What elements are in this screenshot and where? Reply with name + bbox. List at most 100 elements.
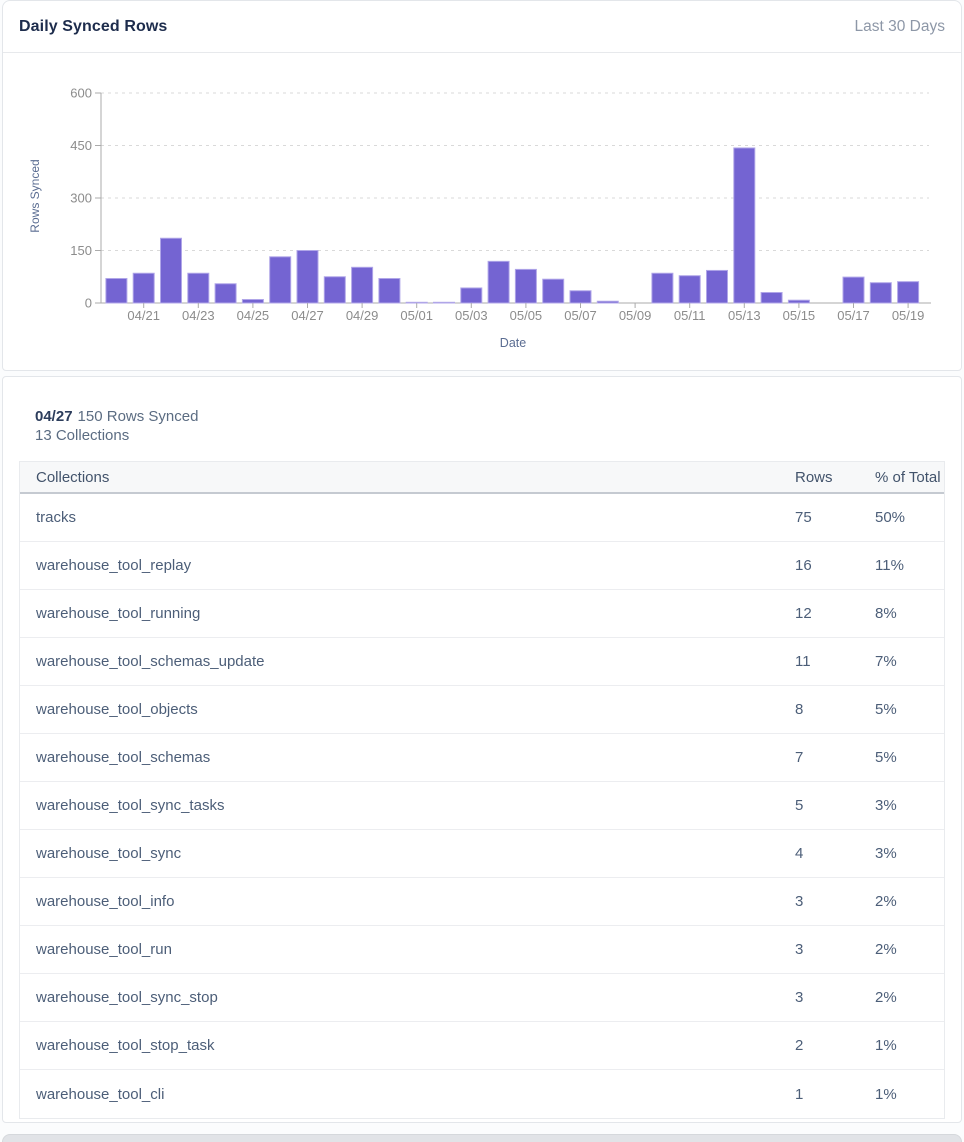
pct-of-total-cell: 2%: [875, 989, 897, 1006]
y-axis-title: Rows Synced: [28, 159, 42, 232]
rows-cell: 3: [795, 989, 804, 1006]
date-range-label: Last 30 Days: [854, 17, 945, 35]
table-row: warehouse_tool_replay 16 11%: [20, 542, 944, 590]
bar-04/26[interactable]: [269, 256, 292, 304]
bar-05/06[interactable]: [542, 278, 565, 304]
bar-05/17[interactable]: [842, 276, 865, 304]
x-tick-label: 04/23: [182, 308, 215, 323]
collection-name-cell: warehouse_tool_info: [36, 893, 175, 910]
bar-05/07[interactable]: [569, 290, 592, 304]
daily-synced-rows-card: Daily Synced Rows Last 30 Days 0 150 300 45…: [2, 0, 962, 371]
bar-05/01[interactable]: [405, 301, 428, 304]
table-row: warehouse_tool_stop_task 2 1%: [20, 1022, 944, 1070]
x-tick-label: 04/25: [237, 308, 270, 323]
rows-cell: 1: [795, 1085, 804, 1103]
bar-05/15[interactable]: [787, 299, 810, 304]
x-tick-label: 04/29: [346, 308, 379, 323]
bar-04/28[interactable]: [323, 276, 346, 304]
table-row: warehouse_tool_objects 8 5%: [20, 686, 944, 734]
bar-04/29[interactable]: [351, 266, 374, 304]
bar-05/03[interactable]: [460, 287, 483, 304]
pct-of-total-cell: 11%: [875, 557, 904, 574]
y-tick-label: 300: [70, 191, 92, 206]
collections-count-text: 13 Collections: [35, 427, 130, 444]
x-tick-label: 05/09: [619, 308, 652, 323]
x-tick-label: 05/19: [892, 308, 925, 323]
collection-name-cell: warehouse_tool_run: [36, 941, 172, 958]
pct-of-total-cell: 50%: [875, 509, 906, 526]
rows-cell: 12: [795, 605, 812, 622]
collections-table: Collections Rows % of Total tracks 75 50% w…: [19, 461, 945, 1119]
bar-04/24[interactable]: [214, 283, 237, 304]
table-row: warehouse_tool_run 3 2%: [20, 926, 944, 974]
page-title: Daily Synced Rows: [19, 17, 168, 35]
bar-05/14[interactable]: [760, 292, 783, 304]
selected-date: 04/27: [35, 408, 73, 425]
collection-name-cell: warehouse_tool_sync_stop: [36, 989, 218, 1006]
x-tick-label: 05/01: [400, 308, 433, 323]
bar-05/04[interactable]: [487, 260, 510, 304]
bar-04/22[interactable]: [160, 237, 182, 304]
bar-04/30[interactable]: [378, 278, 401, 304]
x-axis-title: Date: [500, 336, 526, 350]
table-row: warehouse_tool_running 12 8%: [20, 590, 944, 638]
bar-05/05[interactable]: [514, 268, 537, 304]
collection-name-cell: warehouse_tool_replay: [36, 557, 192, 574]
column-header-collections: Collections: [36, 468, 110, 486]
table-row: warehouse_tool_schemas_update 11 7%: [20, 638, 944, 686]
collection-name-cell: warehouse_tool_schemas_update: [36, 653, 265, 670]
rows-cell: 2: [795, 1037, 804, 1054]
bar-04/20[interactable]: [105, 278, 128, 304]
y-tick-label: 150: [70, 243, 92, 258]
pct-of-total-cell: 2%: [875, 941, 897, 958]
next-card-top-edge: [2, 1134, 962, 1142]
x-tick-label: 05/15: [783, 308, 816, 323]
table-row: warehouse_tool_cli 1 1%: [20, 1070, 944, 1118]
selected-day-detail-card: 04/27 150 Rows Synced 13 Collections Coll…: [2, 376, 962, 1123]
bar-05/13[interactable]: [733, 147, 756, 304]
y-tick-label: 600: [70, 86, 92, 101]
x-tick-label: 04/21: [127, 308, 160, 323]
table-row: warehouse_tool_sync_stop 3 2%: [20, 974, 944, 1022]
bar-05/02[interactable]: [433, 301, 455, 304]
bar-05/11[interactable]: [678, 275, 701, 304]
bar-05/10[interactable]: [651, 272, 674, 304]
bar-04/27[interactable]: [296, 250, 319, 304]
pct-of-total-cell: 3%: [875, 797, 897, 814]
collection-name-cell: tracks: [36, 509, 77, 526]
pct-of-total-cell: 2%: [875, 893, 897, 910]
x-tick-label: 05/11: [674, 308, 706, 323]
rows-cell: 3: [795, 941, 804, 958]
rows-cell: 11: [795, 653, 811, 670]
collection-name-cell: warehouse_tool_stop_task: [36, 1037, 215, 1054]
x-tick-label: 04/27: [291, 308, 324, 323]
collections-table-header: Collections Rows % of Total: [20, 462, 944, 494]
card-header: Daily Synced Rows Last 30 Days: [3, 1, 961, 53]
table-row: warehouse_tool_sync_tasks 5 3%: [20, 782, 944, 830]
table-row: warehouse_tool_info 3 2%: [20, 878, 944, 926]
daily-synced-rows-bar-chart: 0 150 300 450 600 04/21 04/23 04/25 04/27 04/29 05…: [28, 86, 931, 350]
bar-04/25[interactable]: [241, 299, 264, 304]
x-tick-label: 05/17: [837, 308, 870, 323]
bar-05/19[interactable]: [897, 281, 920, 304]
rows-synced-text: 150 Rows Synced: [77, 408, 199, 425]
bar-05/08[interactable]: [596, 300, 619, 304]
collection-name-cell: warehouse_tool_sync_tasks: [36, 797, 225, 814]
collection-name-cell: warehouse_tool_schemas: [36, 749, 211, 766]
rows-cell: 75: [795, 509, 812, 526]
pct-of-total-cell: 5%: [875, 749, 897, 766]
y-tick-label: 0: [85, 296, 92, 311]
bar-05/18[interactable]: [869, 282, 892, 304]
table-row: warehouse_tool_sync 4 3%: [20, 830, 944, 878]
rows-cell: 3: [795, 893, 804, 910]
pct-of-total-cell: 7%: [875, 653, 897, 670]
bar-04/23[interactable]: [187, 272, 210, 304]
x-tick-label: 05/05: [510, 308, 543, 323]
rows-cell: 4: [795, 845, 804, 862]
rows-cell: 16: [795, 557, 812, 574]
rows-cell: 5: [795, 797, 804, 814]
bar-04/21[interactable]: [132, 272, 155, 304]
x-tick-label: 05/03: [455, 308, 488, 323]
rows-cell: 8: [795, 701, 804, 718]
bar-05/12[interactable]: [706, 269, 728, 304]
